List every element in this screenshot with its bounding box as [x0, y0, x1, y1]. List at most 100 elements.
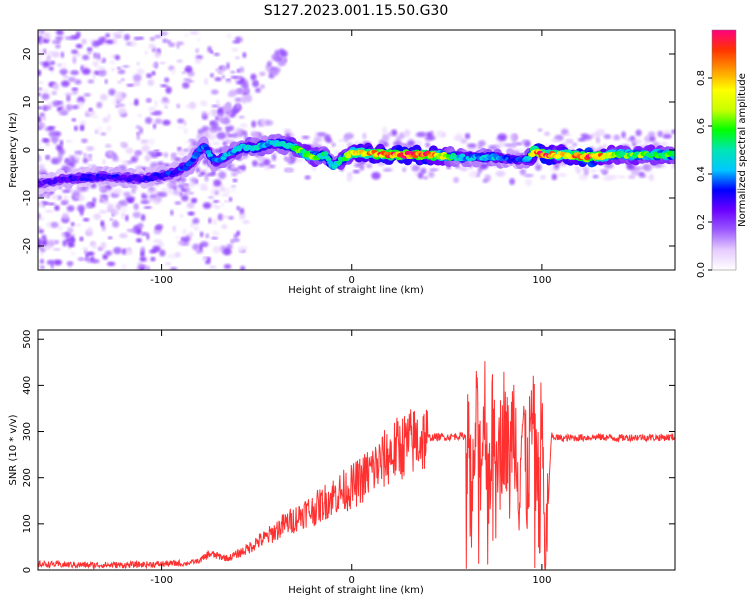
spectrogram-noise-blob	[226, 123, 231, 127]
spectrogram-noise-blob	[44, 209, 54, 213]
spectrogram-noise-blob	[100, 210, 106, 214]
spectrogram-noise-blob	[38, 226, 42, 230]
spectrogram-noise-blob	[181, 194, 189, 202]
spectrogram-noise-blob	[187, 211, 195, 216]
spectrogram-ridge-cell	[670, 151, 675, 156]
spectrogram-halo-blob	[301, 135, 310, 139]
spectrogram-noise-blob	[229, 197, 233, 202]
spectrogram-halo-blob	[670, 163, 675, 169]
spectrogram-noise-blob	[137, 113, 142, 118]
spectrogram-halo-blob	[179, 151, 187, 157]
spectrogram-noise-blob	[210, 89, 219, 95]
spectrogram-noise-blob	[239, 66, 245, 73]
spectrogram-halo-blob	[602, 144, 607, 149]
spectrogram-noise-blob	[117, 103, 126, 107]
spectrogram-ridge-cell	[459, 153, 466, 158]
spectrogram-halo-blob	[251, 120, 257, 128]
spectrogram-noise-blob	[83, 249, 88, 255]
spectrogram-halo-blob	[210, 134, 217, 141]
spectrogram-noise-blob	[114, 54, 121, 61]
spectrogram-noise-blob	[102, 43, 110, 46]
spectrogram-noise-blob	[41, 116, 47, 121]
spectrogram-halo-blob	[593, 132, 602, 136]
spectrogram-halo-blob	[331, 142, 336, 147]
spectrogram-halo-blob	[57, 153, 63, 162]
colorbar-tick-label: 0.0	[696, 262, 707, 278]
spectrogram-noise-blob	[154, 118, 163, 125]
spectrogram-noise-blob	[228, 216, 234, 220]
spectrogram-halo-blob	[382, 134, 388, 141]
spectrogram-noise-blob	[232, 178, 238, 183]
spectrogram-noise-blob	[38, 229, 45, 234]
spectrogram-halo-blob	[285, 157, 293, 162]
spectrogram-halo-blob	[398, 132, 406, 139]
spectrogram-noise-blob	[83, 153, 87, 158]
spectrogram-halo-blob	[497, 133, 508, 141]
spectrogram-halo-blob	[407, 141, 415, 145]
spectrogram-noise-blob	[236, 230, 241, 236]
spectrogram-halo-blob	[592, 174, 599, 179]
spectrogram-halo-blob	[566, 146, 575, 150]
spectrogram-noise-blob	[90, 258, 100, 264]
spectrogram-noise-blob	[213, 189, 220, 196]
spectrogram-noise-blob	[250, 73, 257, 81]
spectrogram-halo-blob	[317, 132, 327, 137]
spectrogram-noise-blob	[38, 87, 43, 91]
spectrogram-noise-blob	[77, 204, 86, 213]
spectrogram-noise-blob	[152, 62, 159, 68]
spectrogram-noise-blob	[71, 87, 79, 91]
spectrogram-noise-blob	[38, 48, 43, 52]
spectrogram-halo-blob	[633, 166, 644, 171]
spectrogram-halo-blob	[51, 194, 60, 201]
spectrogram-halo-blob	[230, 164, 235, 170]
spectrogram-halo-blob	[603, 163, 614, 169]
spectrogram-noise-blob	[215, 68, 220, 72]
spectrogram-halo-blob	[52, 159, 58, 164]
spectrogram-noise-blob	[159, 249, 166, 257]
spectrogram-halo-blob	[382, 126, 387, 135]
spectrogram-noise-blob	[100, 220, 105, 227]
spectrogram-noise-blob	[42, 239, 48, 246]
spectrogram-noise-blob	[162, 38, 168, 44]
spectrogram-noise-blob	[73, 125, 78, 131]
spectrogram-noise-blob	[136, 133, 140, 141]
spectrogram-noise-blob	[111, 67, 115, 72]
spectrogram-noise-blob	[86, 47, 93, 52]
spectrogram-noise-blob	[40, 265, 45, 270]
spectrogram-noise-blob	[204, 77, 208, 86]
spectrogram-noise-blob	[223, 247, 232, 256]
spectrogram-noise-blob	[231, 185, 237, 188]
spectrogram-halo-blob	[509, 133, 518, 142]
spectrogram-noise-blob	[224, 200, 229, 203]
spectrogram-noise-blob	[219, 186, 226, 192]
spectrogram-noise-blob	[38, 116, 42, 124]
spectrogram-halo-blob	[271, 153, 277, 161]
spectrogram-halo-blob	[99, 198, 105, 203]
spectrogram-noise-blob	[43, 48, 47, 55]
spectrogram-halo-blob	[468, 170, 479, 178]
spectrogram-noise-blob	[170, 209, 174, 216]
spectrogram-noise-blob	[177, 240, 185, 246]
spectrogram-halo-blob	[603, 134, 612, 140]
spectrogram-noise-blob	[188, 231, 194, 238]
spectrogram-x-tick-label: -100	[150, 275, 173, 286]
spectrogram-noise-blob	[200, 183, 208, 189]
spectrogram-halo-blob	[482, 178, 489, 183]
spectrogram-noise-blob	[97, 36, 106, 45]
spectrogram-noise-blob	[208, 217, 212, 224]
spectrogram-noise-blob	[185, 104, 191, 109]
spectrogram-halo-blob	[42, 193, 48, 198]
spectrogram-noise-blob	[100, 132, 107, 136]
spectrogram-noise-blob	[168, 42, 176, 47]
spectrogram-halo-blob	[259, 118, 267, 127]
spectrogram-noise-blob	[139, 267, 145, 270]
spectrogram-ridge-cell	[194, 152, 201, 157]
spectrogram-halo-blob	[112, 188, 123, 195]
spectrogram-halo-blob	[403, 129, 411, 137]
spectrogram-halo-blob	[420, 167, 427, 174]
spectrogram-noise-blob	[41, 92, 50, 100]
spectrogram-halo-blob	[630, 168, 640, 176]
spectrogram-noise-blob	[82, 218, 90, 222]
